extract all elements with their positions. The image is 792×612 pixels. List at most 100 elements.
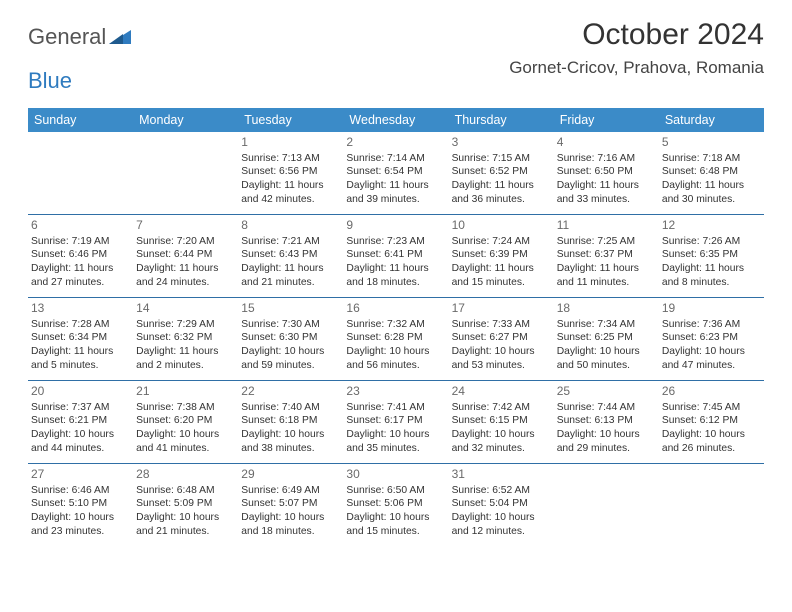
sunrise-line: Sunrise: 6:50 AM <box>346 484 444 498</box>
day-number: 28 <box>136 467 234 483</box>
day-cell: 25Sunrise: 7:44 AMSunset: 6:13 PMDayligh… <box>554 381 659 463</box>
sunset-line: Sunset: 6:44 PM <box>136 248 234 262</box>
day-cell: 31Sunrise: 6:52 AMSunset: 5:04 PMDayligh… <box>449 464 554 546</box>
location-subtitle: Gornet-Cricov, Prahova, Romania <box>509 58 764 78</box>
day-cell: 22Sunrise: 7:40 AMSunset: 6:18 PMDayligh… <box>238 381 343 463</box>
sunset-line: Sunset: 6:12 PM <box>662 414 760 428</box>
sunset-line: Sunset: 6:41 PM <box>346 248 444 262</box>
daylight-line: Daylight: 10 hours and 47 minutes. <box>662 345 760 372</box>
sunset-line: Sunset: 6:17 PM <box>346 414 444 428</box>
day-cell: 12Sunrise: 7:26 AMSunset: 6:35 PMDayligh… <box>659 215 764 297</box>
sunrise-line: Sunrise: 7:34 AM <box>557 318 655 332</box>
sunrise-line: Sunrise: 6:48 AM <box>136 484 234 498</box>
day-number: 2 <box>346 135 444 151</box>
sunset-line: Sunset: 6:34 PM <box>31 331 129 345</box>
day-cell <box>554 464 659 546</box>
daylight-line: Daylight: 10 hours and 18 minutes. <box>241 511 339 538</box>
logo-text-blue: Blue <box>28 68 72 94</box>
daylight-line: Daylight: 11 hours and 33 minutes. <box>557 179 655 206</box>
sunset-line: Sunset: 6:15 PM <box>452 414 550 428</box>
day-number: 19 <box>662 301 760 317</box>
daylight-line: Daylight: 11 hours and 30 minutes. <box>662 179 760 206</box>
daylight-line: Daylight: 10 hours and 35 minutes. <box>346 428 444 455</box>
day-cell: 18Sunrise: 7:34 AMSunset: 6:25 PMDayligh… <box>554 298 659 380</box>
day-cell <box>133 132 238 214</box>
sunset-line: Sunset: 6:32 PM <box>136 331 234 345</box>
sunset-line: Sunset: 6:48 PM <box>662 165 760 179</box>
daylight-line: Daylight: 11 hours and 11 minutes. <box>557 262 655 289</box>
sunset-line: Sunset: 6:54 PM <box>346 165 444 179</box>
day-cell: 19Sunrise: 7:36 AMSunset: 6:23 PMDayligh… <box>659 298 764 380</box>
daylight-line: Daylight: 11 hours and 18 minutes. <box>346 262 444 289</box>
daylight-line: Daylight: 10 hours and 38 minutes. <box>241 428 339 455</box>
day-cell: 27Sunrise: 6:46 AMSunset: 5:10 PMDayligh… <box>28 464 133 546</box>
sunset-line: Sunset: 6:23 PM <box>662 331 760 345</box>
daylight-line: Daylight: 11 hours and 21 minutes. <box>241 262 339 289</box>
daylight-line: Daylight: 11 hours and 36 minutes. <box>452 179 550 206</box>
day-cell: 10Sunrise: 7:24 AMSunset: 6:39 PMDayligh… <box>449 215 554 297</box>
daylight-line: Daylight: 10 hours and 41 minutes. <box>136 428 234 455</box>
day-cell: 3Sunrise: 7:15 AMSunset: 6:52 PMDaylight… <box>449 132 554 214</box>
logo-text-general: General <box>28 24 106 50</box>
sunset-line: Sunset: 5:09 PM <box>136 497 234 511</box>
sunset-line: Sunset: 6:50 PM <box>557 165 655 179</box>
sunset-line: Sunset: 6:18 PM <box>241 414 339 428</box>
day-cell: 14Sunrise: 7:29 AMSunset: 6:32 PMDayligh… <box>133 298 238 380</box>
sunrise-line: Sunrise: 7:20 AM <box>136 235 234 249</box>
sunrise-line: Sunrise: 7:37 AM <box>31 401 129 415</box>
day-number: 18 <box>557 301 655 317</box>
dow-friday: Friday <box>554 108 659 132</box>
day-number: 21 <box>136 384 234 400</box>
sunrise-line: Sunrise: 7:33 AM <box>452 318 550 332</box>
daylight-line: Daylight: 10 hours and 59 minutes. <box>241 345 339 372</box>
week-row: 13Sunrise: 7:28 AMSunset: 6:34 PMDayligh… <box>28 298 764 381</box>
daylight-line: Daylight: 10 hours and 53 minutes. <box>452 345 550 372</box>
day-number: 26 <box>662 384 760 400</box>
day-number: 27 <box>31 467 129 483</box>
sunset-line: Sunset: 6:20 PM <box>136 414 234 428</box>
day-number: 16 <box>346 301 444 317</box>
daylight-line: Daylight: 10 hours and 26 minutes. <box>662 428 760 455</box>
day-cell: 17Sunrise: 7:33 AMSunset: 6:27 PMDayligh… <box>449 298 554 380</box>
day-cell: 29Sunrise: 6:49 AMSunset: 5:07 PMDayligh… <box>238 464 343 546</box>
sunrise-line: Sunrise: 7:25 AM <box>557 235 655 249</box>
day-cell: 26Sunrise: 7:45 AMSunset: 6:12 PMDayligh… <box>659 381 764 463</box>
day-cell <box>28 132 133 214</box>
daylight-line: Daylight: 10 hours and 15 minutes. <box>346 511 444 538</box>
day-number: 24 <box>452 384 550 400</box>
sunrise-line: Sunrise: 7:38 AM <box>136 401 234 415</box>
day-number: 22 <box>241 384 339 400</box>
daylight-line: Daylight: 11 hours and 24 minutes. <box>136 262 234 289</box>
day-number: 15 <box>241 301 339 317</box>
day-cell: 30Sunrise: 6:50 AMSunset: 5:06 PMDayligh… <box>343 464 448 546</box>
sunset-line: Sunset: 6:30 PM <box>241 331 339 345</box>
daylight-line: Daylight: 11 hours and 8 minutes. <box>662 262 760 289</box>
sunrise-line: Sunrise: 6:46 AM <box>31 484 129 498</box>
sunset-line: Sunset: 5:07 PM <box>241 497 339 511</box>
sunrise-line: Sunrise: 7:40 AM <box>241 401 339 415</box>
day-cell: 13Sunrise: 7:28 AMSunset: 6:34 PMDayligh… <box>28 298 133 380</box>
day-number: 10 <box>452 218 550 234</box>
sunrise-line: Sunrise: 7:23 AM <box>346 235 444 249</box>
sunrise-line: Sunrise: 7:21 AM <box>241 235 339 249</box>
day-number: 13 <box>31 301 129 317</box>
day-number: 5 <box>662 135 760 151</box>
sunset-line: Sunset: 6:27 PM <box>452 331 550 345</box>
day-cell: 11Sunrise: 7:25 AMSunset: 6:37 PMDayligh… <box>554 215 659 297</box>
sunrise-line: Sunrise: 7:13 AM <box>241 152 339 166</box>
sunrise-line: Sunrise: 7:41 AM <box>346 401 444 415</box>
day-cell: 7Sunrise: 7:20 AMSunset: 6:44 PMDaylight… <box>133 215 238 297</box>
day-number: 6 <box>31 218 129 234</box>
day-number: 8 <box>241 218 339 234</box>
sunrise-line: Sunrise: 7:45 AM <box>662 401 760 415</box>
daylight-line: Daylight: 11 hours and 39 minutes. <box>346 179 444 206</box>
week-row: 6Sunrise: 7:19 AMSunset: 6:46 PMDaylight… <box>28 215 764 298</box>
day-cell: 28Sunrise: 6:48 AMSunset: 5:09 PMDayligh… <box>133 464 238 546</box>
title-block: October 2024 Gornet-Cricov, Prahova, Rom… <box>509 18 764 78</box>
daylight-line: Daylight: 10 hours and 32 minutes. <box>452 428 550 455</box>
day-cell: 2Sunrise: 7:14 AMSunset: 6:54 PMDaylight… <box>343 132 448 214</box>
day-cell: 16Sunrise: 7:32 AMSunset: 6:28 PMDayligh… <box>343 298 448 380</box>
sunrise-line: Sunrise: 6:52 AM <box>452 484 550 498</box>
week-row: 20Sunrise: 7:37 AMSunset: 6:21 PMDayligh… <box>28 381 764 464</box>
sunrise-line: Sunrise: 7:36 AM <box>662 318 760 332</box>
